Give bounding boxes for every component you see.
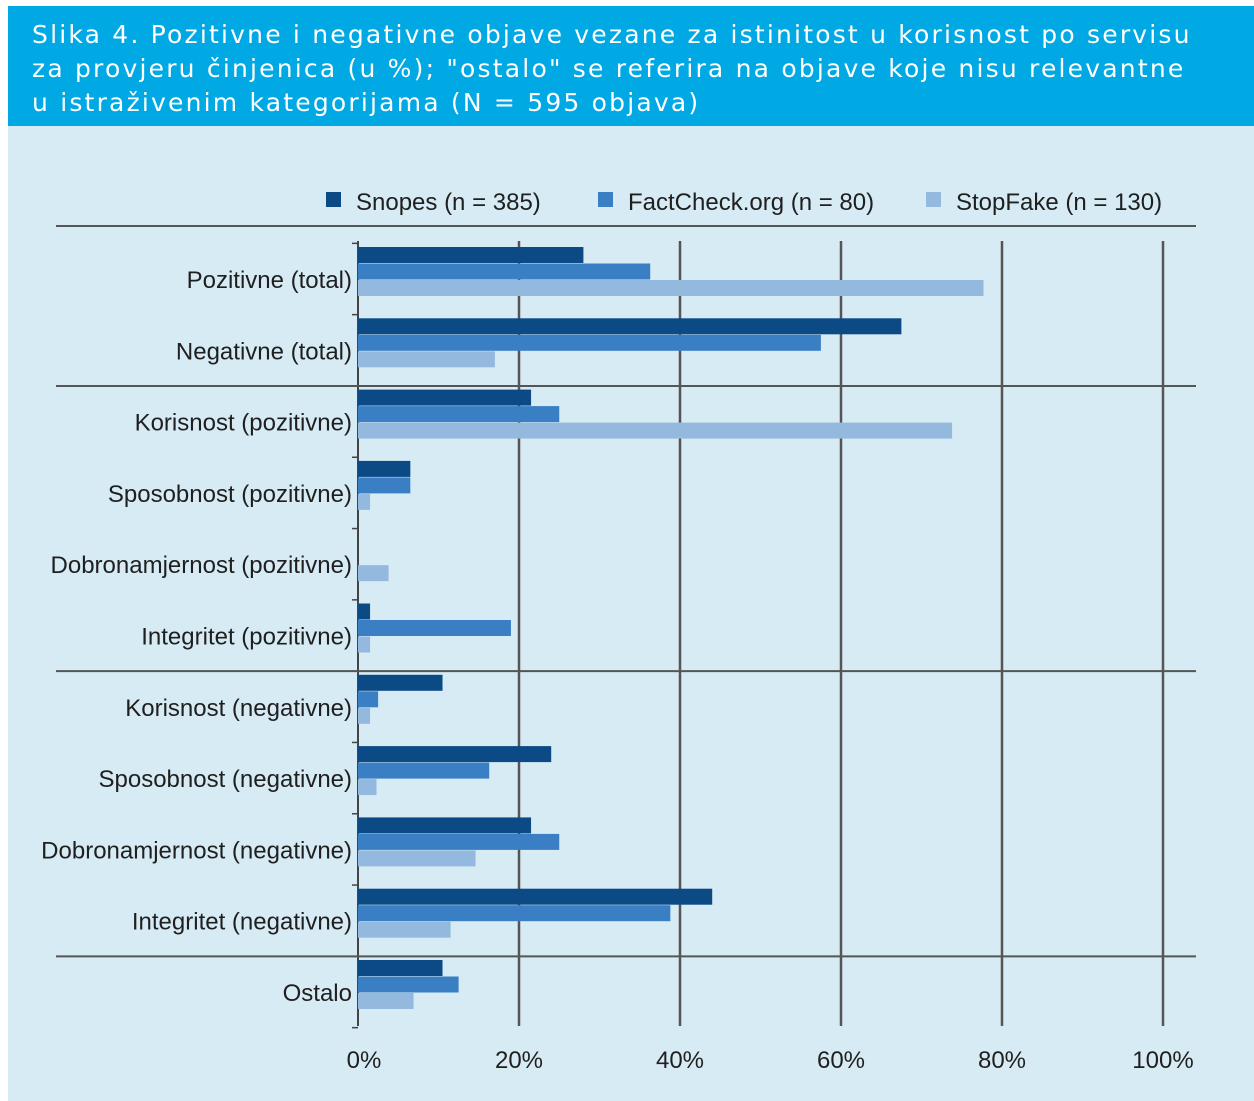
category-label: Dobronamjernost (negativne): [41, 837, 352, 864]
caption-line-1: Slika 4. Pozitivne i negativne objave ve…: [32, 20, 1192, 49]
category-label: Sposobnost (pozitivne): [108, 481, 352, 508]
bar-stopfake: [358, 422, 953, 439]
bar-factcheck: [358, 263, 651, 280]
category-label: Sposobnost (negativne): [99, 766, 353, 793]
category-label: Integritet (pozitivne): [141, 624, 352, 651]
bar-stopfake: [358, 565, 389, 582]
category-label: Korisnost (negativne): [125, 695, 352, 722]
legend-label: StopFake (n = 130): [956, 189, 1162, 216]
bar-snopes: [358, 247, 584, 263]
bar-snopes: [358, 817, 532, 834]
category-label: Pozitivne (total): [187, 267, 352, 294]
category-label: Korisnost (pozitivne): [135, 410, 352, 437]
chart-panel: Pozitivne (total) Negativne (total) Korisn…: [8, 126, 1254, 1101]
legend-label: FactCheck.org (n = 80): [628, 189, 874, 216]
x-tick-label: 40%: [656, 1047, 704, 1074]
bar-stopfake: [358, 779, 377, 796]
bar-chart: Pozitivne (total) Negativne (total) Korisn…: [41, 189, 1196, 1074]
bar-factcheck: [358, 406, 560, 423]
category-label: Ostalo: [283, 980, 352, 1007]
bar-snopes: [358, 460, 411, 477]
bar-snopes: [358, 888, 713, 905]
bar-snopes: [358, 960, 443, 976]
bar-snopes: [358, 318, 902, 335]
bar-stopfake: [358, 850, 476, 867]
bar-factcheck: [358, 976, 459, 993]
x-tick-label: 20%: [495, 1047, 543, 1074]
bar-factcheck: [358, 334, 821, 351]
category-label: Negativne (total): [176, 338, 352, 365]
x-tick-label: 80%: [978, 1047, 1026, 1074]
bar-stopfake: [358, 351, 495, 368]
bar-snopes: [358, 389, 532, 406]
legend-swatch: [598, 192, 613, 207]
legend-swatch: [926, 192, 941, 207]
bar-snopes: [358, 674, 443, 691]
bar-stopfake: [358, 280, 984, 296]
bar-stopfake: [358, 993, 414, 1009]
bar-stopfake: [358, 493, 371, 510]
caption-line-3: u istraživenim kategorijama (N = 595 obj…: [32, 88, 701, 117]
bar-factcheck: [358, 620, 511, 636]
category-label: Dobronamjernost (pozitivne): [51, 552, 352, 579]
bar-factcheck: [358, 905, 671, 922]
bar-snopes: [358, 746, 552, 763]
bar-stopfake: [358, 921, 451, 938]
bar-stopfake: [358, 636, 371, 653]
caption-line-2: za provjeru činjenica (u %); "ostalo" se…: [32, 54, 1186, 83]
legend-label: Snopes (n = 385): [356, 189, 541, 216]
x-tick-label: 0%: [347, 1047, 382, 1074]
category-label: Integritet (negativne): [132, 909, 352, 936]
bar-factcheck: [358, 691, 379, 708]
x-tick-label: 100%: [1132, 1047, 1193, 1074]
bar-factcheck: [358, 477, 411, 494]
figure-caption: Slika 4. Pozitivne i negativne objave ve…: [8, 6, 1254, 126]
bar-stopfake: [358, 707, 371, 724]
bar-snopes: [358, 603, 371, 620]
bar-factcheck: [358, 833, 560, 850]
legend-swatch: [326, 192, 341, 207]
x-tick-label: 60%: [817, 1047, 865, 1074]
bar-factcheck: [358, 762, 490, 779]
